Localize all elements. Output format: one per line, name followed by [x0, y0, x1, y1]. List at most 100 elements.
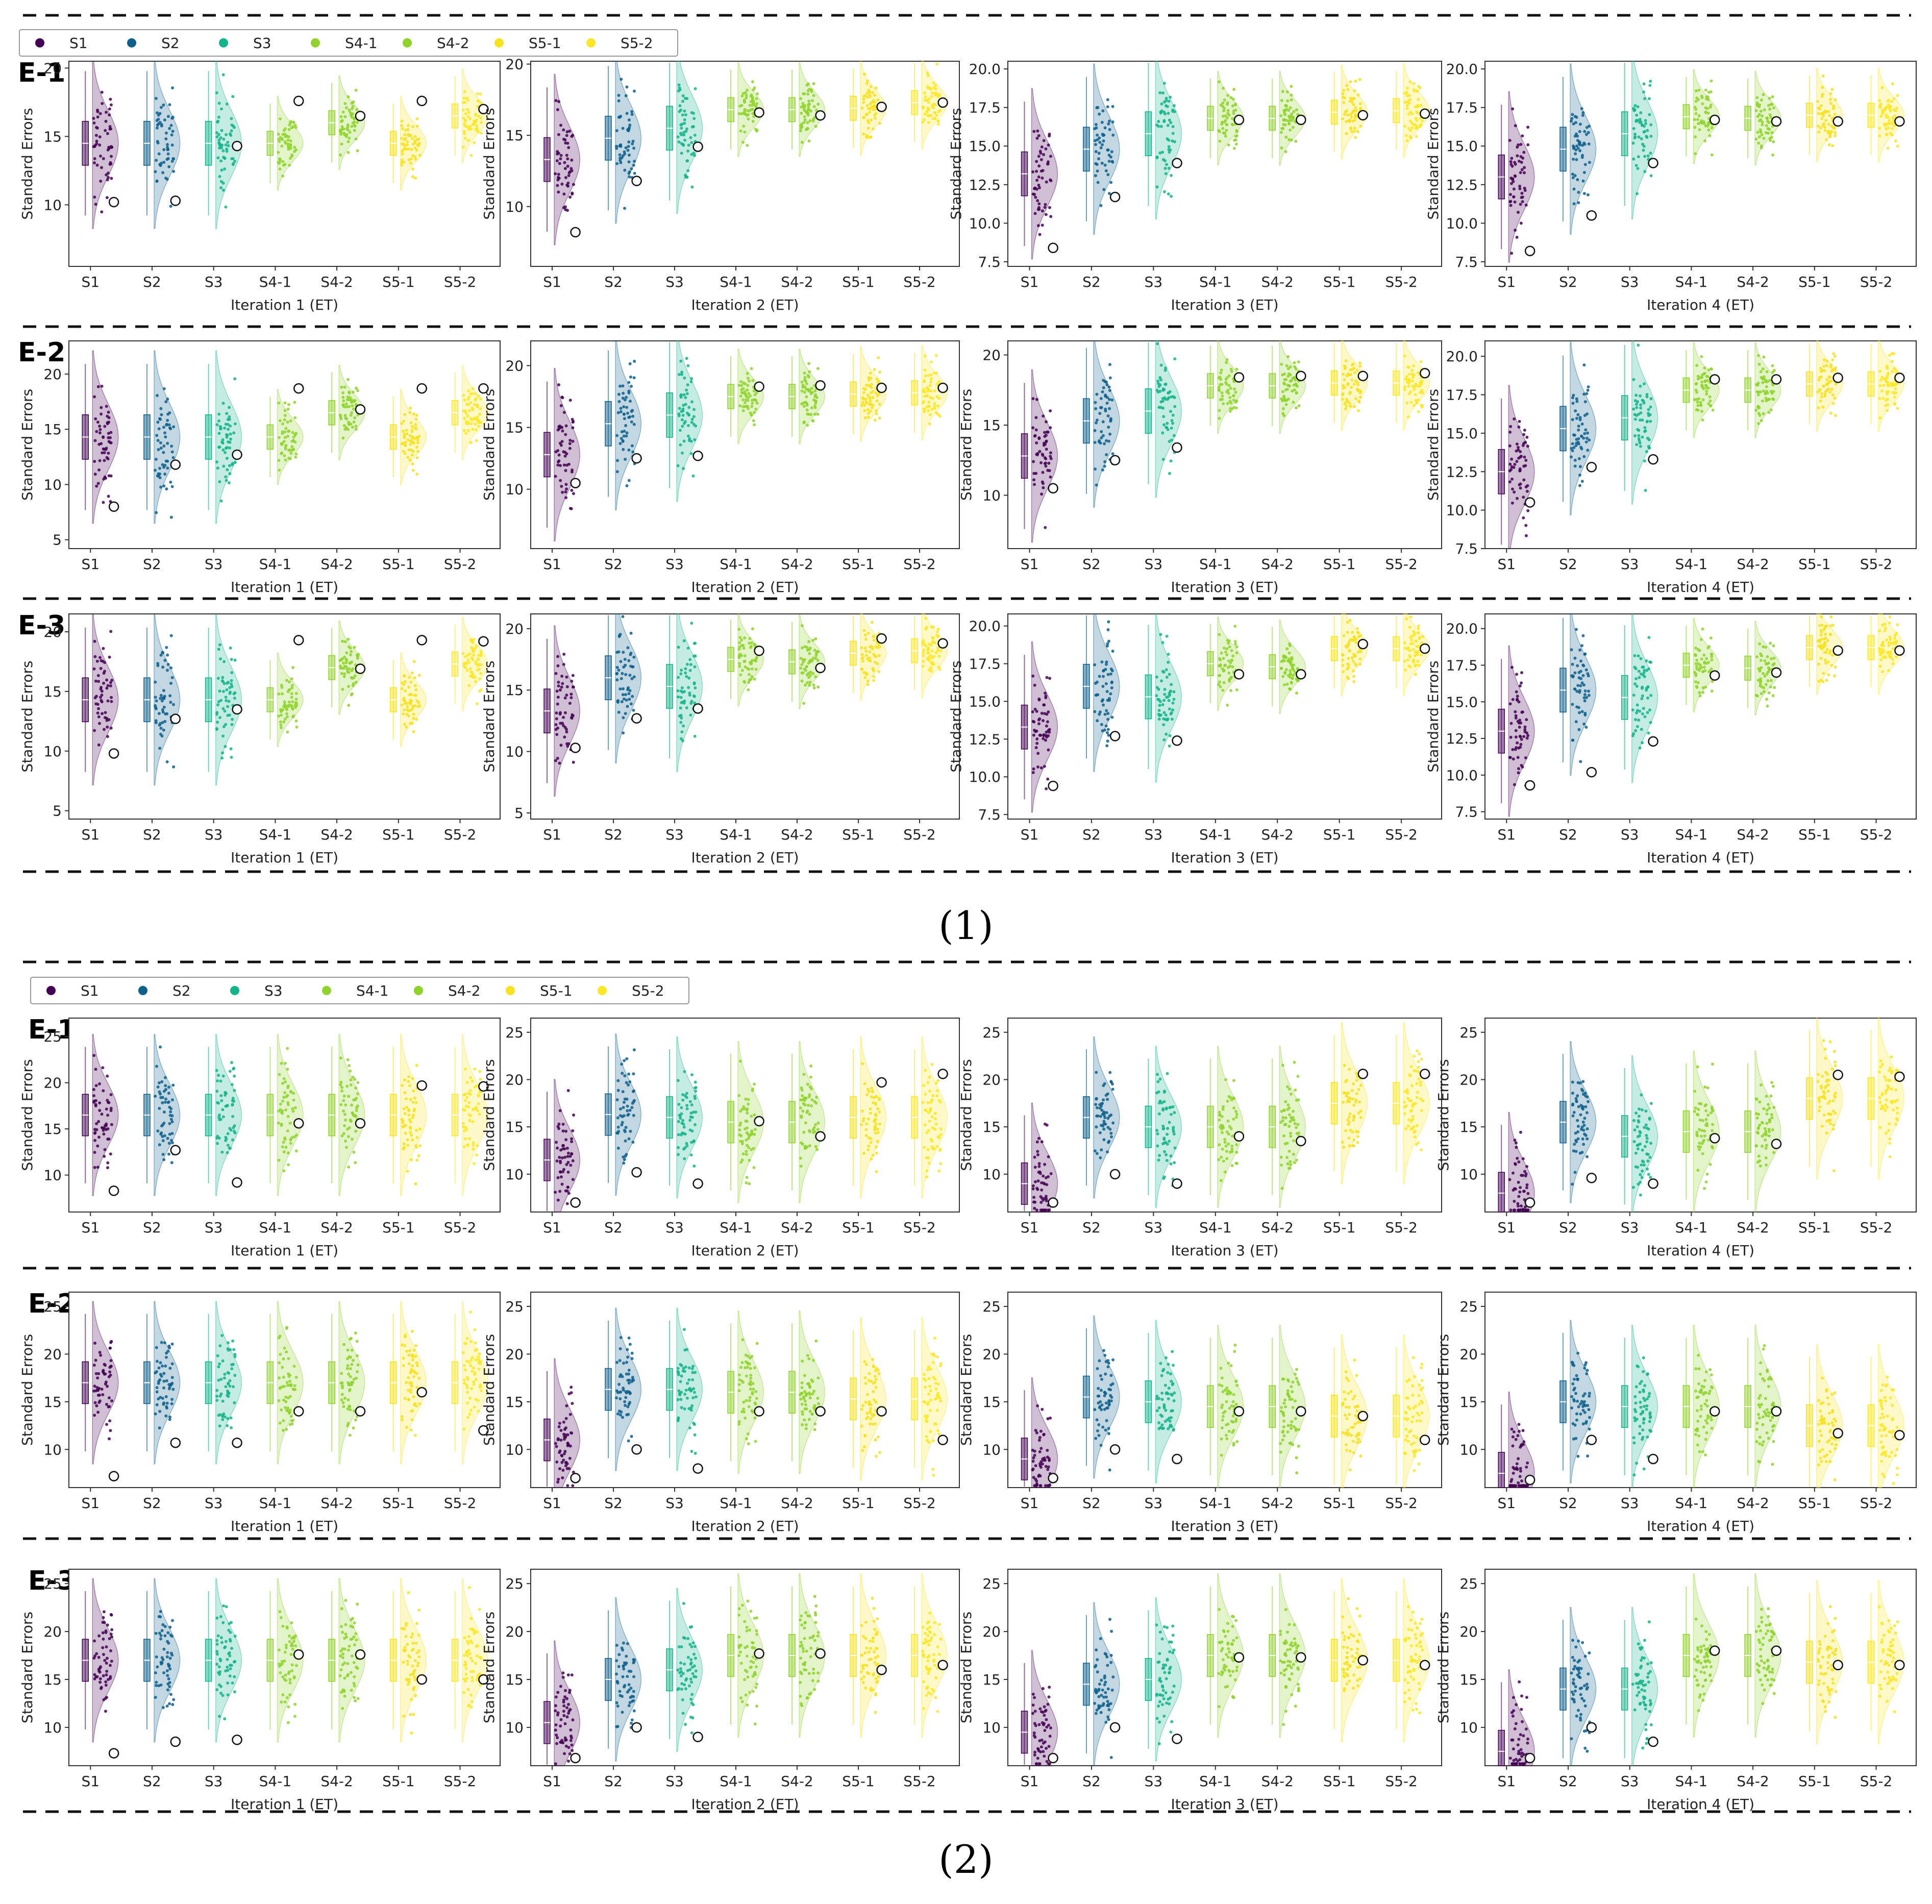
data-point	[155, 434, 159, 437]
data-point	[931, 91, 934, 95]
x-tick-label: S1	[543, 826, 561, 843]
data-point	[1834, 366, 1838, 369]
data-point	[801, 383, 805, 387]
data-point	[738, 664, 741, 668]
x-tick-label: S2	[143, 274, 161, 290]
legend-label: S3	[253, 35, 271, 52]
data-point	[808, 683, 811, 687]
data-point	[621, 672, 624, 675]
mean-marker-S5-1	[416, 383, 427, 394]
data-point	[866, 408, 870, 411]
data-point	[1764, 131, 1768, 134]
y-tick-label: 12.5	[969, 731, 1001, 748]
data-point	[1282, 659, 1286, 662]
data-point	[463, 137, 467, 140]
data-point	[1165, 732, 1168, 736]
data-point	[1421, 391, 1424, 394]
data-point	[1227, 113, 1231, 117]
data-point	[1769, 103, 1773, 106]
data-point	[158, 466, 161, 470]
data-point	[479, 116, 483, 120]
data-point	[107, 145, 111, 149]
data-point	[556, 726, 559, 730]
data-point	[878, 416, 881, 420]
data-point	[1291, 126, 1295, 129]
data-point	[1169, 459, 1173, 463]
data-point	[165, 487, 168, 491]
data-point	[1355, 369, 1359, 372]
x-tick-label: S5-2	[903, 556, 936, 573]
data-point	[1155, 156, 1159, 160]
data-point	[166, 663, 170, 666]
data-point	[692, 654, 696, 658]
data-point	[109, 630, 113, 633]
data-point	[1516, 154, 1519, 158]
data-point	[155, 159, 158, 162]
data-point	[95, 430, 98, 433]
data-point	[676, 135, 680, 139]
data-point	[1879, 103, 1883, 106]
data-point	[169, 701, 172, 704]
data-point	[400, 163, 404, 167]
data-point	[1231, 104, 1234, 108]
data-point	[1233, 387, 1236, 391]
data-point	[680, 142, 683, 145]
data-point	[1523, 428, 1526, 432]
data-point	[1168, 707, 1171, 711]
data-point	[1297, 360, 1300, 364]
data-point	[97, 468, 101, 472]
plot-frame	[68, 340, 501, 549]
data-point	[1106, 728, 1110, 731]
x-tick-label: S5-1	[382, 274, 415, 290]
violin-S2	[154, 350, 181, 524]
mean-marker-S5-2	[1894, 373, 1905, 383]
violin-S2	[1093, 340, 1120, 508]
data-point	[99, 666, 103, 670]
data-point	[617, 669, 621, 672]
data-point	[411, 468, 415, 472]
data-point	[412, 660, 416, 663]
data-point	[228, 406, 231, 409]
data-point	[1046, 162, 1050, 166]
data-point	[927, 642, 931, 646]
data-point	[100, 210, 104, 214]
data-point	[1571, 396, 1574, 400]
data-point	[1819, 375, 1823, 379]
data-point	[863, 404, 866, 407]
data-point	[750, 367, 753, 370]
data-point	[1817, 378, 1821, 382]
data-point	[1575, 144, 1578, 148]
data-point	[813, 389, 817, 392]
data-point	[568, 438, 572, 442]
data-point	[411, 137, 414, 140]
data-point	[627, 692, 631, 696]
data-point	[744, 401, 747, 404]
data-point	[627, 479, 631, 482]
data-point	[570, 158, 574, 162]
data-point	[1578, 122, 1582, 126]
data-point	[1350, 638, 1353, 641]
data-point	[103, 425, 107, 428]
data-point	[1294, 378, 1297, 382]
scatter-S1	[1508, 417, 1530, 537]
data-point	[687, 406, 691, 409]
data-point	[1286, 355, 1290, 358]
y-tick-label: 15	[43, 683, 62, 700]
mean-marker-S1	[108, 501, 119, 512]
data-point	[1041, 209, 1044, 213]
data-point	[1570, 117, 1574, 120]
data-point	[681, 413, 685, 417]
data-point	[810, 387, 813, 390]
data-point	[1354, 109, 1358, 112]
data-point	[1341, 92, 1345, 95]
x-tick-label: S5-2	[444, 826, 477, 843]
data-point	[102, 157, 105, 160]
data-point	[467, 661, 470, 664]
data-point	[1232, 112, 1235, 115]
data-point	[1768, 379, 1771, 382]
data-point	[1101, 133, 1105, 137]
data-point	[803, 390, 806, 394]
data-point	[220, 168, 224, 172]
data-point	[1106, 628, 1110, 631]
